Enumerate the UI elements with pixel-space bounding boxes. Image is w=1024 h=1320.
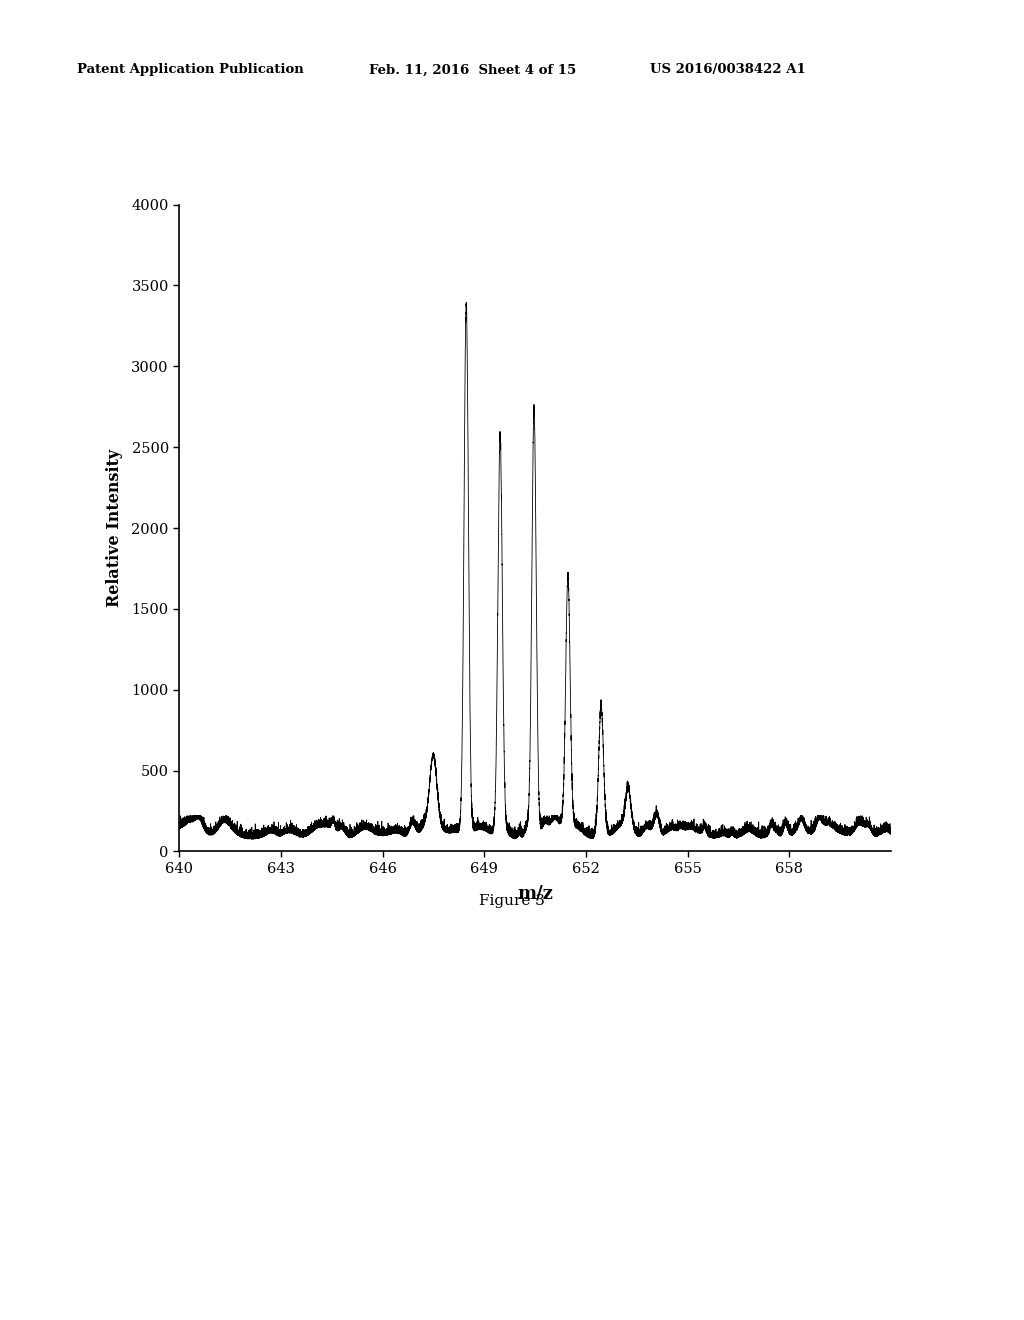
Text: Feb. 11, 2016  Sheet 4 of 15: Feb. 11, 2016 Sheet 4 of 15	[369, 63, 575, 77]
Text: Patent Application Publication: Patent Application Publication	[77, 63, 303, 77]
X-axis label: m/z: m/z	[517, 884, 553, 902]
Text: US 2016/0038422 A1: US 2016/0038422 A1	[650, 63, 806, 77]
Y-axis label: Relative Intensity: Relative Intensity	[105, 449, 123, 607]
Text: Figure 3: Figure 3	[479, 894, 545, 908]
